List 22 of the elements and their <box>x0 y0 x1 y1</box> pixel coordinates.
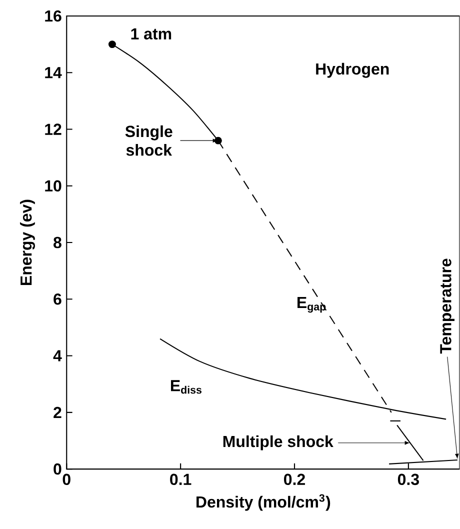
x-axis-title: Density (mol/cm$^{3}$) <box>196 494 330 511</box>
y-tick-label: 14 <box>45 67 62 78</box>
annotation: 1 atm <box>131 28 172 40</box>
y-tick-label: 8 <box>54 236 62 248</box>
y-tick-label: 16 <box>45 10 62 22</box>
y-tick-label: 0 <box>54 463 62 475</box>
y-tick-label: 12 <box>45 124 62 135</box>
x-tick-label: 0.3 <box>398 474 420 486</box>
y-tick-label: 6 <box>54 293 62 305</box>
series-label: E$_{diss}$ <box>171 380 202 394</box>
annotation: Hydrogen <box>316 62 389 78</box>
x-tick-label: 0.2 <box>284 474 306 486</box>
annotation: Temperature <box>440 258 455 354</box>
y-tick-label: 2 <box>54 406 62 418</box>
y-axis-title: Energy (ev) <box>20 200 36 285</box>
x-tick-label: 0 <box>62 474 71 486</box>
annotation: Multiple shock <box>224 435 334 450</box>
annotation: Single shock <box>125 125 172 156</box>
y-tick-label: 10 <box>45 180 62 192</box>
x-tick-label: 0.1 <box>170 474 192 486</box>
series-label: E$_{gap}$ <box>298 296 326 313</box>
y-tick-label: 4 <box>53 350 62 362</box>
